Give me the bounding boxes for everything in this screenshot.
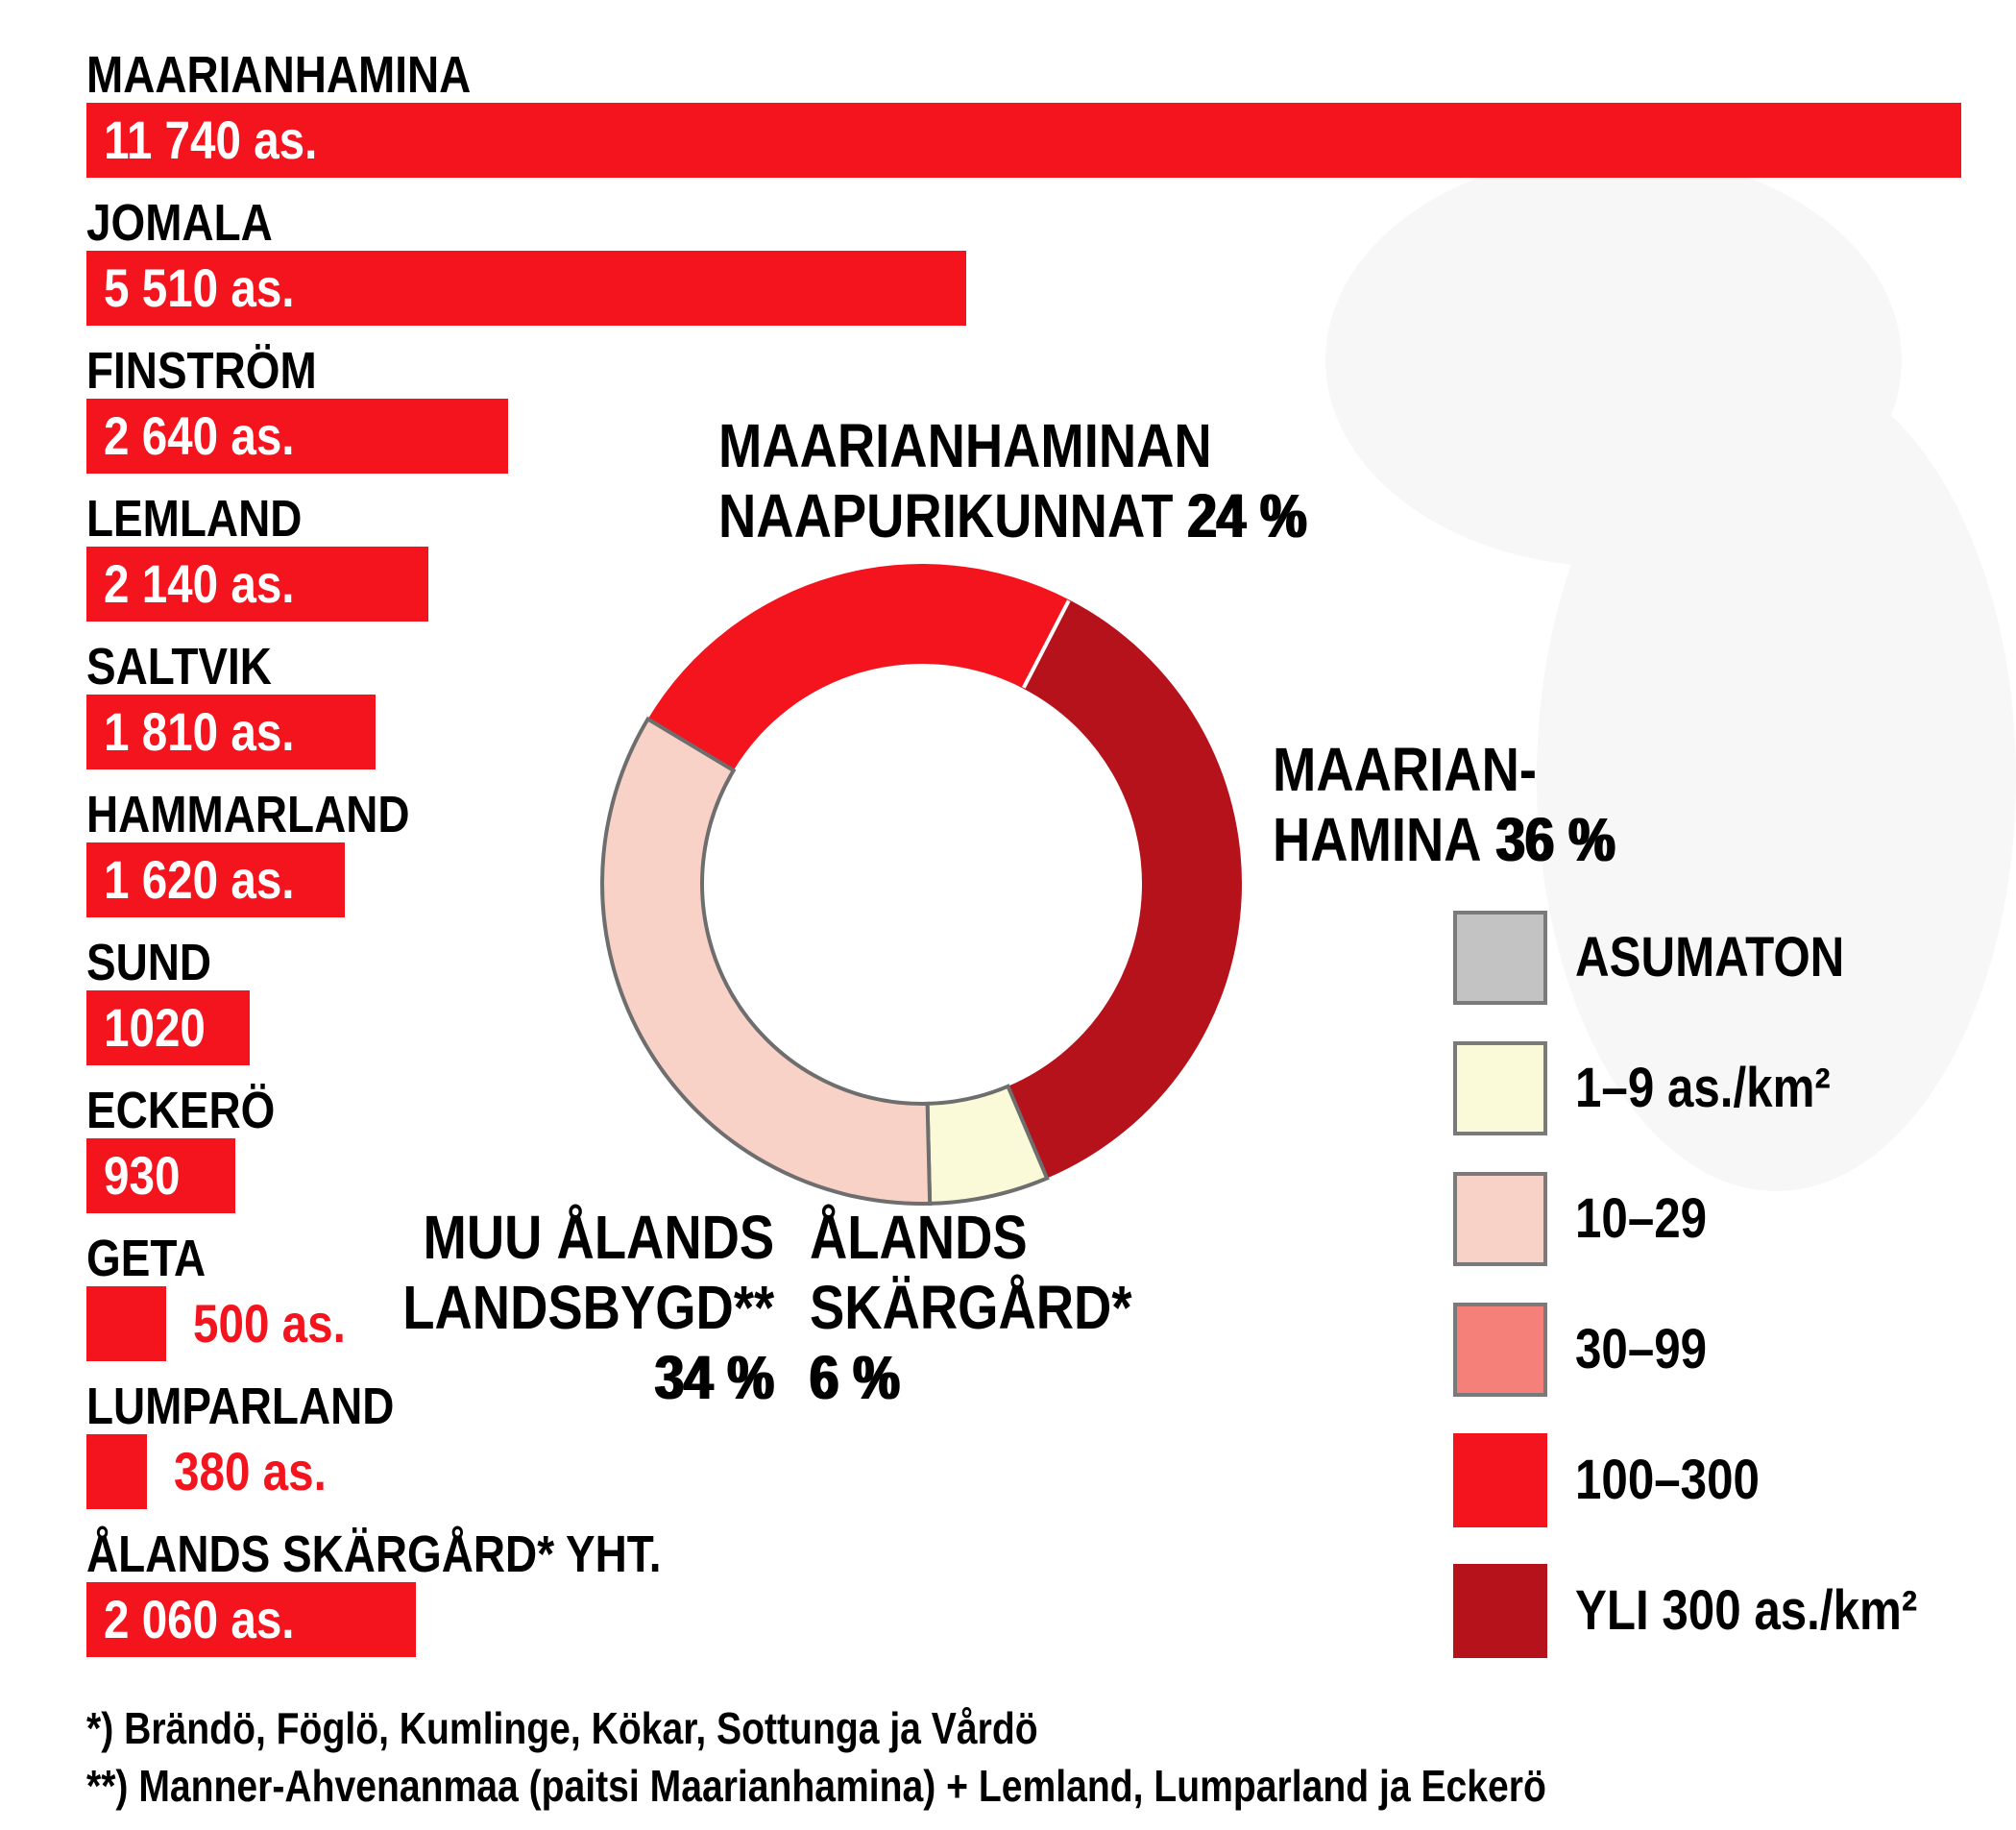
legend-swatch	[1453, 1041, 1547, 1135]
population-value: 380 as.	[174, 1441, 327, 1501]
municipality-label: ECKERÖ	[86, 1082, 276, 1139]
legend-label: 30–99	[1575, 1318, 1708, 1380]
donut-pct-archipelago: 6 %	[810, 1343, 900, 1412]
population-bar: 11 740 as.	[86, 103, 1961, 178]
legend-swatch	[1453, 1564, 1547, 1658]
population-value: 1 620 as.	[104, 849, 295, 910]
donut-pct-city: 36 %	[1495, 805, 1615, 874]
population-bar: 1 810 as.	[86, 695, 376, 769]
donut-label-city-line2: HAMINA	[1273, 805, 1482, 874]
population-value: 2 640 as.	[104, 405, 295, 466]
donut-label-neighbors: MAARIANHAMINAN NAAPURIKUNNAT 24 %	[718, 411, 1411, 551]
legend-item: 1–9 as./km²	[1453, 1041, 2016, 1135]
population-value: 2 060 as.	[104, 1589, 295, 1649]
legend-swatch	[1453, 1172, 1547, 1266]
population-value: 5 510 as.	[104, 257, 295, 318]
donut-label-archipelago-line2: SKÄRGÅRD*	[810, 1273, 1132, 1342]
legend-label: 100–300	[1575, 1449, 1760, 1511]
legend-label: YLI 300 as./km²	[1575, 1579, 1918, 1642]
footnote-2: **) Manner-Ahvenanmaa (paitsi Maarianham…	[86, 1761, 1546, 1811]
population-bar: 2 060 as.	[86, 1582, 416, 1657]
donut-slice-divider	[1022, 599, 1071, 689]
donut-label-neighbors-line1: MAARIANHAMINAN	[718, 411, 1212, 480]
donut-pct-neighbors: 24 %	[1187, 481, 1307, 550]
legend-swatch	[1453, 1303, 1547, 1397]
population-bar: 2 640 as.	[86, 399, 508, 474]
footnote-1: *) Brändö, Föglö, Kumlinge, Kökar, Sottu…	[86, 1703, 1038, 1753]
donut-label-countryside-line2: LANDSBYGD**	[402, 1273, 774, 1342]
donut-pct-countryside: 34 %	[655, 1343, 774, 1412]
legend-item: 10–29	[1453, 1172, 2016, 1266]
population-value: 11 740 as.	[104, 110, 318, 170]
legend-swatch	[1453, 1433, 1547, 1527]
background-map-watermark	[1537, 365, 2016, 1191]
donut-label-city-line1: MAARIAN-	[1273, 735, 1537, 804]
legend-swatch	[1453, 911, 1547, 1005]
legend-item: ASUMATON	[1453, 911, 2016, 1005]
donut-slice-maarianhaminan-naapurikunnat	[647, 563, 1070, 771]
municipality-label: HAMMARLAND	[86, 786, 410, 843]
donut-label-city: MAARIAN- HAMINA 36 %	[1273, 735, 1676, 875]
municipality-label: LEMLAND	[86, 490, 303, 548]
population-share-donut	[600, 563, 1242, 1206]
population-bar: 1 620 as.	[86, 842, 345, 917]
population-bar: 930	[86, 1138, 235, 1213]
population-bar	[86, 1286, 166, 1361]
legend-label: ASUMATON	[1575, 926, 1845, 988]
municipality-label: JOMALA	[86, 194, 273, 252]
donut-label-archipelago-line1: ÅLANDS	[810, 1203, 1028, 1272]
population-bar: 1020	[86, 990, 250, 1065]
population-bar: 5 510 as.	[86, 251, 966, 326]
donut-label-neighbors-line2: NAAPURIKUNNAT	[718, 481, 1174, 550]
legend-item: 100–300	[1453, 1433, 2016, 1527]
donut-label-countryside-line1: MUU ÅLANDS	[423, 1203, 774, 1272]
donut-label-archipelago: ÅLANDS SKÄRGÅRD* 6 %	[810, 1203, 1189, 1413]
legend-item: YLI 300 as./km²	[1453, 1564, 2016, 1658]
population-bar: 2 140 as.	[86, 547, 428, 622]
population-value: 500 as.	[193, 1293, 346, 1354]
donut-label-countryside: MUU ÅLANDS LANDSBYGD** 34 %	[337, 1203, 774, 1413]
donut-slice-muu-lands-landsbygd-	[600, 716, 933, 1206]
legend-item: 30–99	[1453, 1303, 2016, 1397]
municipality-label: SALTVIK	[86, 638, 272, 695]
population-value: 930	[104, 1145, 181, 1206]
population-bar	[86, 1434, 147, 1509]
legend-label: 1–9 as./km²	[1575, 1057, 1831, 1119]
legend-label: 10–29	[1575, 1187, 1708, 1250]
population-value: 2 140 as.	[104, 553, 295, 614]
donut-slice-maarianhamina	[1008, 599, 1242, 1179]
municipality-label: LUMPARLAND	[86, 1378, 395, 1435]
municipality-label: ÅLANDS SKÄRGÅRD* YHT.	[86, 1525, 662, 1583]
municipality-label: GETA	[86, 1230, 206, 1287]
municipality-label: SUND	[86, 934, 212, 991]
municipality-label: FINSTRÖM	[86, 342, 317, 400]
population-value: 1020	[104, 997, 206, 1058]
population-value: 1 810 as.	[104, 701, 295, 762]
municipality-label: MAARIANHAMINA	[86, 46, 472, 104]
